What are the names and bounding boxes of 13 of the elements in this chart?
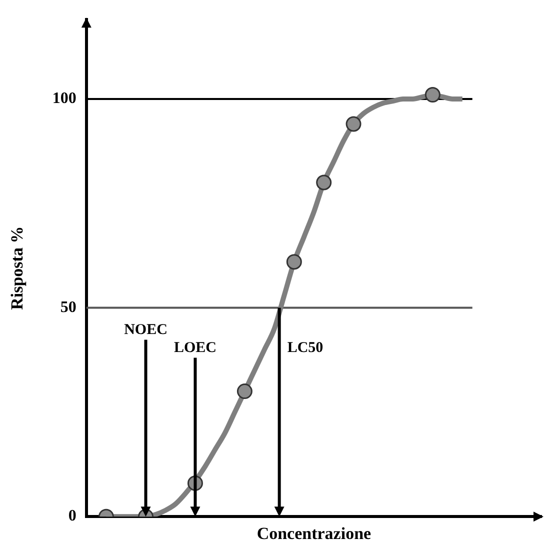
point (424, 87, 440, 103)
annotation: LOEC (174, 340, 216, 356)
annotation: LC50 (287, 340, 324, 356)
y-tick-label: 100 (52, 90, 76, 108)
point (286, 254, 302, 270)
annotation: NOEC (124, 322, 168, 338)
point (316, 174, 332, 190)
y-axis-title: Risposta % (8, 226, 27, 310)
x-axis-title: Concentrazione (256, 524, 372, 544)
y-tick-label: 0 (68, 508, 76, 525)
point (346, 116, 362, 132)
y-tick-label: 50 (60, 298, 76, 316)
point (236, 384, 252, 400)
